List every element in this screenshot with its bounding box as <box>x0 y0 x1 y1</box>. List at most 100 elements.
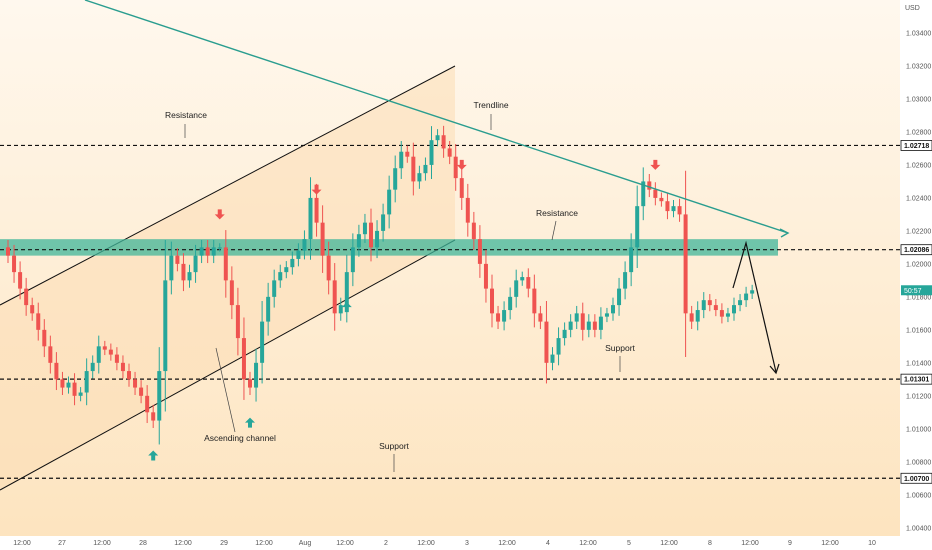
candle-body <box>405 151 410 157</box>
candle-body <box>344 272 349 306</box>
candle-body <box>574 313 579 322</box>
annotation-label: Support <box>379 441 409 451</box>
candle-body <box>647 181 652 190</box>
candle-body <box>471 222 476 240</box>
x-tick-label: 12:00 <box>498 540 516 547</box>
candle-body <box>181 263 186 281</box>
candle-body <box>241 338 246 380</box>
y-tick-label: 1.01400 <box>906 360 931 367</box>
candle-body <box>586 321 591 330</box>
level-tag-label: 1.02718 <box>904 143 929 150</box>
candle-body <box>314 197 319 223</box>
candle-body <box>290 258 295 268</box>
candle-body <box>604 313 609 317</box>
candle-body <box>568 321 573 330</box>
candle-body <box>635 206 640 248</box>
candle-body <box>465 197 470 223</box>
descending-trendline <box>84 0 789 234</box>
candle-body <box>356 234 361 248</box>
y-tick-label: 1.02000 <box>906 261 931 268</box>
candle-body <box>18 272 23 289</box>
candle-body <box>387 189 392 215</box>
y-tick-label: 1.01600 <box>906 327 931 334</box>
down-arrow-marker <box>456 159 467 170</box>
candle-body <box>665 201 670 212</box>
candle-body <box>133 379 138 388</box>
y-axis: USD 1.02718 1.02086 1.01301 1.00700 1.03400 1… <box>900 5 932 532</box>
candle-body <box>24 288 29 306</box>
candle-body <box>713 305 718 311</box>
candle-body <box>205 247 210 256</box>
candle-body <box>326 255 331 281</box>
y-tick-label: 1.01800 <box>906 294 931 301</box>
candle-body <box>526 277 531 289</box>
candle-body <box>441 135 446 149</box>
candle-body <box>417 173 422 182</box>
candle-body <box>211 247 216 256</box>
candle-body <box>36 313 41 330</box>
candle-body <box>169 255 174 281</box>
candle-body <box>556 338 561 355</box>
candle-body <box>163 280 168 372</box>
candle-body <box>151 412 156 421</box>
level-tag-label: 1.01301 <box>904 377 929 384</box>
x-tick-label: 12:00 <box>174 540 192 547</box>
candle-body <box>435 135 440 141</box>
candle-body <box>659 197 664 202</box>
candle-body <box>598 316 603 330</box>
candle-body <box>217 247 222 249</box>
projection-path <box>732 240 777 373</box>
candle-body <box>683 214 688 314</box>
candle-body <box>496 313 501 322</box>
candle-body <box>229 280 234 306</box>
trendlines-layer <box>84 0 790 375</box>
annotations-layer: Resistance Trendline Resistance Support Asce… <box>165 100 636 472</box>
y-tick-label: 1.00400 <box>906 525 931 532</box>
channel-upper-line <box>0 65 456 306</box>
candle-body <box>90 362 95 372</box>
y-tick-label: 1.03400 <box>906 30 931 37</box>
candle-body <box>42 329 47 347</box>
x-tick-label: 10 <box>868 540 876 547</box>
candle-body <box>399 151 404 169</box>
up-arrow-marker <box>148 450 159 461</box>
current-price-tag <box>901 285 932 296</box>
y-tick-label: 1.02200 <box>906 228 931 235</box>
up-arrow-marker <box>341 302 352 313</box>
candle-body <box>127 371 131 380</box>
y-tick-label: 1.02800 <box>906 129 931 136</box>
candle-body <box>284 267 289 273</box>
level-tag <box>900 244 932 256</box>
y-tick-label: 1.03000 <box>906 96 931 103</box>
x-tick-label: 12:00 <box>821 540 839 547</box>
candle-body <box>744 293 749 301</box>
y-tick-label: 1.00800 <box>906 459 931 466</box>
x-tick-label: 29 <box>220 540 228 547</box>
candle-body <box>429 140 434 165</box>
annotation-label: Ascending channel <box>204 433 276 443</box>
candle-body <box>254 362 259 388</box>
resistance-zone-layer <box>0 239 778 256</box>
x-tick-label: 12:00 <box>336 540 354 547</box>
candle-body <box>54 362 59 380</box>
candle-body <box>320 222 325 256</box>
projection-arrowhead <box>769 363 780 375</box>
candle-body <box>362 222 367 235</box>
candle-body <box>732 305 736 314</box>
current-price-label: 50:57 <box>904 288 922 295</box>
candle-body <box>260 321 265 363</box>
trendline-arrowhead <box>779 228 790 238</box>
candle-body <box>477 239 482 264</box>
x-tick-label: Aug <box>299 540 312 547</box>
candle-body <box>393 168 398 190</box>
candle-body <box>490 288 494 314</box>
candle-body <box>592 321 597 330</box>
candle-body <box>653 189 658 198</box>
currency-label: USD <box>905 5 920 12</box>
candle-body <box>520 277 525 281</box>
down-arrow-marker <box>311 184 322 195</box>
candle-body <box>66 382 71 388</box>
candle-body <box>677 206 682 215</box>
candle-body <box>623 272 628 289</box>
